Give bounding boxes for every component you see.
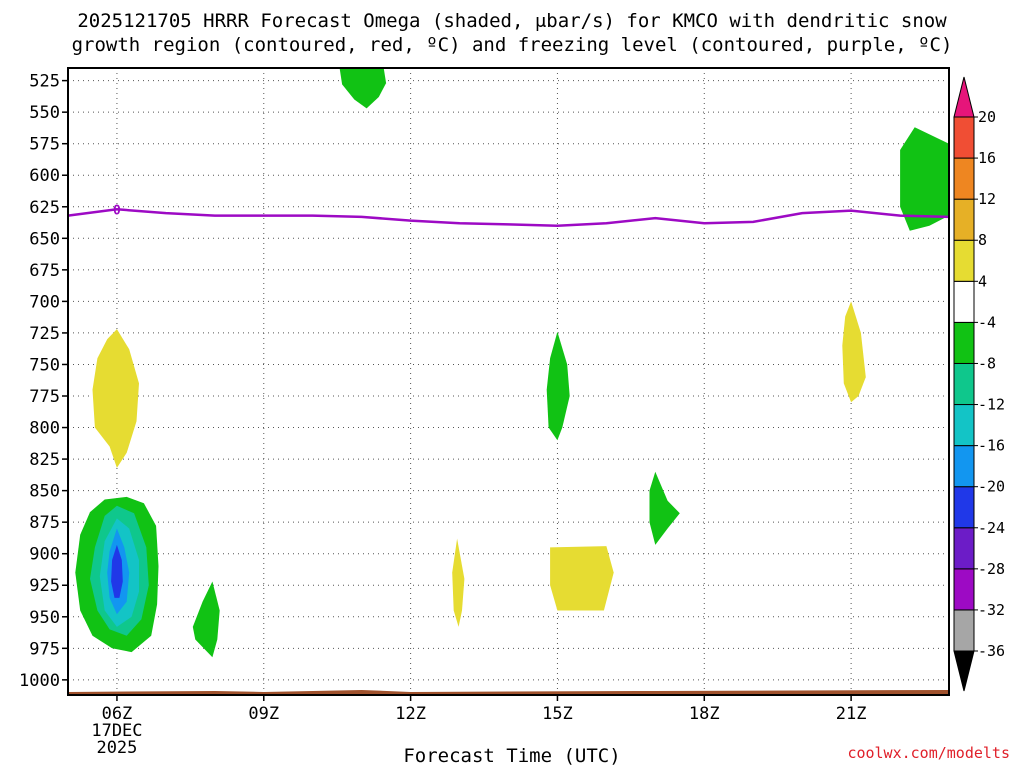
- colorbar-bin-7: [953, 321, 975, 364]
- y-tick-label-850: 850: [29, 482, 60, 502]
- colorbar: -36 -32 -28 -24 -20 -16 -12 -8 -4 4 8 12 16 20: [953, 76, 1005, 692]
- y-tick-label-575: 575: [29, 135, 60, 155]
- x-tick-label-21Z: 21Z: [836, 704, 867, 724]
- colorbar-bin-5: [953, 404, 975, 447]
- colorbar-low-arrow: [953, 650, 975, 692]
- chart-title-line-2: growth region (contoured, red, ºC) and f…: [71, 34, 953, 56]
- colorbar-bin-11: [953, 157, 975, 200]
- omega-region-green-top-11z: [339, 68, 387, 109]
- x-tick-year: 2025: [96, 738, 137, 758]
- colorbar-label-10: 8: [978, 231, 987, 249]
- colorbar-label-0: -36: [978, 642, 1005, 660]
- x-tick-label-09Z: 09Z: [248, 704, 279, 724]
- y-tick-label-950: 950: [29, 608, 60, 628]
- grid-lines: [68, 68, 949, 695]
- omega-region-green-15z: [546, 331, 570, 441]
- y-tick-label-775: 775: [29, 387, 60, 407]
- y-tick-label-975: 975: [29, 639, 60, 659]
- terrain-surface: [68, 689, 949, 695]
- y-tick-label-900: 900: [29, 545, 60, 565]
- colorbar-bin-6: [953, 362, 975, 406]
- x-tick-label-12Z: 12Z: [395, 704, 426, 724]
- colorbar-label-8: -4: [978, 313, 996, 331]
- freezing-level-line: [67, 208, 950, 227]
- y-tick-label-625: 625: [29, 198, 60, 218]
- freezing-level-label: 0: [113, 203, 121, 218]
- y-tick-label-700: 700: [29, 292, 60, 312]
- colorbar-bin-0: [953, 609, 975, 652]
- omega-region-yellow-13z: [452, 538, 465, 627]
- omega-region-darkblue-06z: [111, 544, 123, 598]
- colorbar-bin-1: [953, 568, 975, 611]
- colorbar-label-1: -32: [978, 601, 1005, 619]
- y-tick-label-800: 800: [29, 419, 60, 439]
- colorbar-label-13: 20: [978, 108, 996, 126]
- colorbar-label-2: -28: [978, 560, 1005, 578]
- terrain-strip: [68, 689, 949, 695]
- y-tick-label-825: 825: [29, 450, 60, 470]
- omega-shaded-regions: [75, 68, 949, 658]
- colorbar-label-12: 16: [978, 149, 996, 167]
- colorbar-high-arrow: [953, 76, 975, 118]
- y-tick-label-875: 875: [29, 513, 60, 533]
- x-tick-label-06Z: 06Z: [102, 704, 133, 724]
- omega-region-yellow-15z-16z: [550, 546, 614, 611]
- freezing-level-contour: 0: [67, 203, 950, 227]
- colorbar-label-6: -12: [978, 396, 1005, 414]
- colorbar-bin-8: [953, 280, 975, 323]
- y-tick-label-525: 525: [29, 72, 60, 92]
- omega-region-yellow-06z-upper: [92, 329, 139, 468]
- y-tick-label-725: 725: [29, 324, 60, 344]
- y-tick-label-650: 650: [29, 229, 60, 249]
- y-tick-label-750: 750: [29, 355, 60, 375]
- colorbar-label-9: 4: [978, 272, 987, 290]
- credit-text: coolwx.com/modelts: [847, 744, 1010, 762]
- x-tick-label-15Z: 15Z: [542, 704, 573, 724]
- y-tick-label-1000: 1000: [19, 671, 60, 691]
- y-tick-label-550: 550: [29, 103, 60, 123]
- plot-frame: [67, 67, 950, 696]
- y-tick-label-600: 600: [29, 166, 60, 186]
- colorbar-label-5: -16: [978, 437, 1005, 455]
- y-tick-label-675: 675: [29, 261, 60, 281]
- colorbar-bin-12: [953, 116, 975, 159]
- y-tick-label-925: 925: [29, 576, 60, 596]
- colorbar-bin-2: [953, 527, 975, 570]
- omega-region-green-08z: [192, 581, 220, 658]
- x-tick-label-18Z: 18Z: [689, 704, 720, 724]
- omega-region-green-right-22z: [900, 127, 949, 231]
- omega-region-yellow-21z: [842, 301, 866, 403]
- omega-region-green-17z: [649, 471, 680, 545]
- colorbar-label-3: -24: [978, 519, 1005, 537]
- y-axis-ticks: 525 550 575 600 625 650 675 700 725 750 775 800 825 8…: [19, 72, 68, 691]
- colorbar-bin-4: [953, 445, 975, 488]
- chart-title-line-1: 2025121705 HRRR Forecast Omega (shaded, …: [77, 10, 947, 32]
- colorbar-label-4: -20: [978, 478, 1005, 496]
- colorbar-bin-9: [953, 239, 975, 282]
- colorbar-label-11: 12: [978, 190, 996, 208]
- x-axis-label: Forecast Time (UTC): [403, 745, 621, 767]
- x-tick-date: 17DEC: [91, 721, 142, 741]
- colorbar-bin-10: [953, 198, 975, 241]
- colorbar-label-7: -8: [978, 354, 996, 372]
- colorbar-bin-3: [953, 486, 975, 529]
